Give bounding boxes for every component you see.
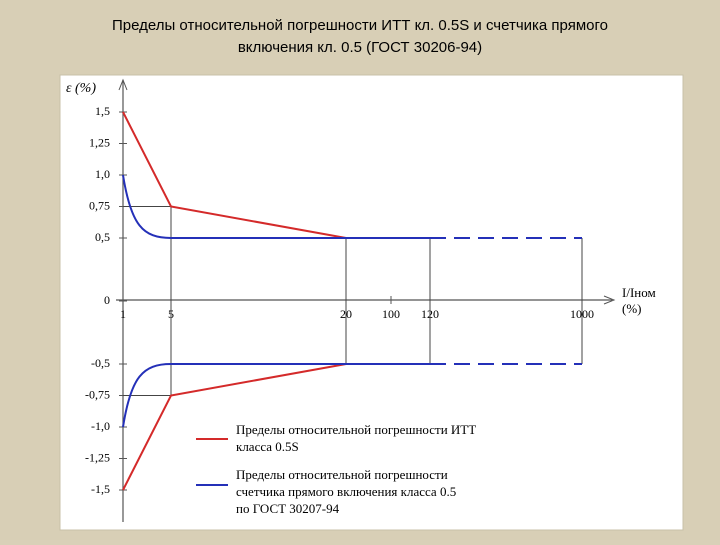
y-tick-label: 0 xyxy=(104,293,110,307)
y-tick-label: -1,25 xyxy=(85,450,110,464)
legend-label: по ГОСТ 30207-94 xyxy=(236,501,340,516)
legend-label: Пределы относительной погрешности xyxy=(236,467,448,482)
chart-title: Пределы относительной погрешности ИТТ кл… xyxy=(112,17,608,34)
y-tick-label: 1,0 xyxy=(95,167,110,181)
plot-panel xyxy=(59,74,684,531)
y-tick-label: 1,5 xyxy=(95,104,110,118)
x-axis-label: I/Iном xyxy=(622,285,656,300)
y-axis-arrow xyxy=(118,78,128,91)
y-tick-label: -1,5 xyxy=(91,482,110,496)
legend-label: счетчика прямого включения класса 0.5 xyxy=(236,484,456,499)
legend-label: Пределы относительной погрешности ИТТ xyxy=(236,422,476,437)
y-axis-label: ε (%) xyxy=(66,81,96,96)
chart-title: включения кл. 0.5 (ГОСТ 30206-94) xyxy=(238,39,482,56)
y-tick-label: 0,5 xyxy=(95,230,110,244)
y-tick-label: -0,75 xyxy=(85,387,110,401)
series-line xyxy=(122,363,430,428)
y-tick-label: -0,5 xyxy=(91,356,110,370)
y-tick-label: 1,25 xyxy=(89,135,110,149)
x-axis-label: (%) xyxy=(622,301,642,316)
series-line xyxy=(122,174,430,239)
legend-label: класса 0.5S xyxy=(236,439,299,454)
x-axis-arrow xyxy=(603,295,616,305)
x-tick-label: 100 xyxy=(382,307,400,321)
x-tick-label: 1 xyxy=(120,307,126,321)
y-tick-label: -1,0 xyxy=(91,419,110,433)
y-tick-label: 0,75 xyxy=(89,198,110,212)
